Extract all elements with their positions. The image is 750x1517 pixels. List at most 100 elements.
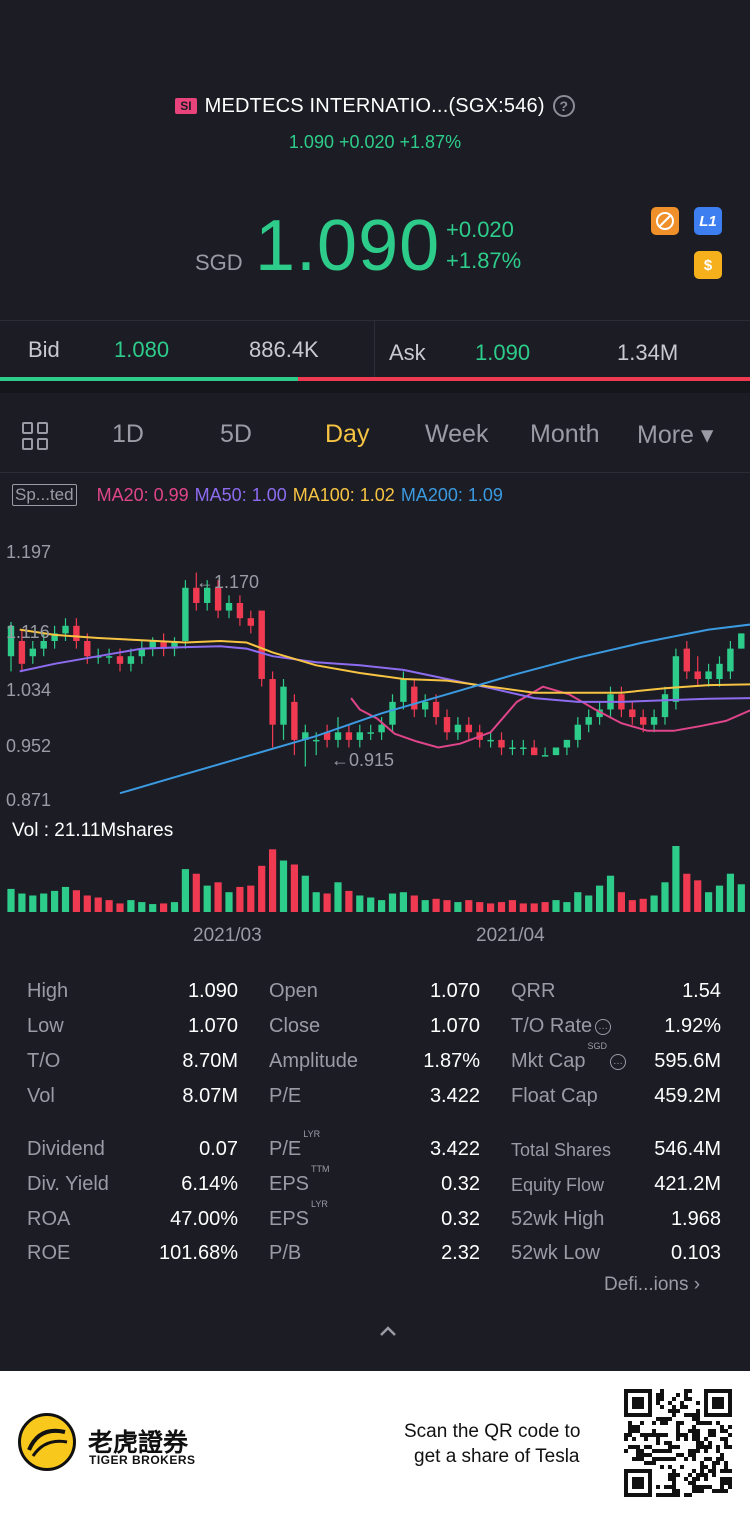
- help-icon[interactable]: ?: [552, 95, 575, 117]
- chevron-up-icon[interactable]: [378, 1322, 398, 1343]
- volume-bar: [497, 902, 506, 912]
- volume-bar: [247, 885, 255, 912]
- candle: [323, 724, 331, 748]
- volume-bar: [225, 892, 233, 912]
- candle-body: [127, 656, 135, 664]
- volume-bar: [454, 902, 462, 912]
- candle: [520, 739, 527, 756]
- candle: [62, 618, 69, 642]
- candle: [302, 724, 309, 767]
- volume-bar: [83, 895, 91, 912]
- bid-volume-bar: [0, 377, 298, 381]
- candle: [411, 679, 418, 718]
- candle-body: [465, 724, 472, 733]
- ma50-line: [19, 645, 750, 703]
- stat-value: 1.070: [187, 1015, 238, 1037]
- stock-title: MEDTECS INTERNATIO...(SGX:546): [204, 94, 545, 117]
- stat-label: ROE: [27, 1242, 71, 1264]
- stat-label: ROA: [27, 1208, 71, 1230]
- candle-body: [498, 739, 505, 748]
- volume-bar: [51, 890, 59, 912]
- volume-bar: [508, 900, 516, 912]
- candle-body: [84, 641, 91, 657]
- stat-label: Dividend: [27, 1138, 105, 1160]
- candle-body: [705, 671, 712, 680]
- volume-bar: [160, 903, 168, 912]
- candle: [705, 663, 712, 687]
- tab-week[interactable]: Week: [425, 420, 489, 448]
- candle-body: [138, 648, 145, 657]
- y-tick-label: 1.197: [6, 542, 51, 562]
- ma100-value: MA100: 1.02: [292, 484, 395, 505]
- dollar-icon[interactable]: $: [694, 251, 722, 279]
- definitions-link[interactable]: Defi...ions ›: [604, 1274, 701, 1295]
- info-icon[interactable]: …: [609, 1053, 626, 1070]
- volume-bar: [530, 903, 538, 912]
- stat-label: Vol: [27, 1085, 55, 1107]
- stat-value: 101.68%: [159, 1242, 238, 1264]
- candle-body: [640, 717, 647, 725]
- volume-bar: [421, 900, 429, 912]
- candle-body: [661, 694, 669, 718]
- stat-value: 1.070: [429, 1015, 480, 1037]
- candle-body: [596, 709, 603, 718]
- candle-body: [73, 625, 80, 642]
- no-short-sell-icon[interactable]: [651, 207, 679, 235]
- candle-body: [171, 641, 178, 649]
- ma-legend: Sp...ted MA20: 0.99 MA50: 1.00 MA100: 1.…: [12, 482, 503, 508]
- volume-label: Vol : 21.11Mshares: [12, 820, 173, 841]
- candle: [574, 717, 581, 748]
- candle-body: [563, 739, 571, 748]
- volume-bar: [127, 900, 135, 912]
- stat-value: 0.103: [670, 1242, 721, 1264]
- candle-body: [487, 739, 494, 742]
- stat-label: Close: [269, 1015, 321, 1037]
- candle: [531, 739, 538, 756]
- y-tick-label: 0.871: [6, 790, 51, 810]
- adjustment-toggle[interactable]: Sp...ted: [12, 484, 77, 506]
- grid-layout-icon[interactable]: [22, 422, 50, 450]
- stat-label: Equity Flow: [511, 1175, 605, 1195]
- candle-body: [574, 724, 581, 740]
- stat-superscript: LYR: [303, 1129, 321, 1140]
- volume-bar: [279, 860, 288, 912]
- tab-day[interactable]: Day: [325, 420, 370, 448]
- tab-more[interactable]: More ▾: [637, 421, 714, 449]
- volume-bar: [94, 897, 102, 912]
- level1-icon[interactable]: L1: [694, 207, 722, 235]
- volume-bar: [290, 864, 298, 912]
- candle: [563, 739, 571, 756]
- candle-body: [323, 732, 331, 740]
- stat-superscript: TTM: [311, 1164, 330, 1175]
- volume-bar: [345, 890, 353, 912]
- tab-1d[interactable]: 1D: [112, 420, 144, 448]
- candle: [585, 709, 592, 733]
- candle: [738, 633, 745, 649]
- stat-label: 52wk Low: [511, 1242, 600, 1264]
- stat-label: P/ELYR: [269, 1129, 321, 1160]
- volume-bar: [203, 885, 211, 912]
- volume-bar: [399, 892, 407, 912]
- info-icon[interactable]: …: [595, 1018, 612, 1035]
- tab-month[interactable]: Month: [530, 420, 600, 448]
- volume-bar: [617, 892, 625, 912]
- ma200-line: [119, 623, 750, 795]
- volume-bar: [683, 873, 691, 912]
- price-chart[interactable]: 1.197 1.116 1.034 0.952 0.871 ←1.170 ←0.…: [0, 520, 750, 960]
- candle-body: [29, 648, 36, 657]
- tab-5d[interactable]: 5D: [220, 420, 252, 448]
- stat-label: High: [27, 980, 69, 1002]
- stat-label: Open: [269, 980, 318, 1002]
- stat-value: 0.07: [199, 1138, 238, 1160]
- stat-value: 47.00%: [170, 1208, 238, 1230]
- volume-bar: [116, 903, 124, 912]
- candle: [247, 610, 254, 634]
- candle-body: [531, 747, 538, 756]
- volume-bar: [334, 882, 342, 912]
- qr-code-icon[interactable]: [624, 1389, 732, 1497]
- volume-bar: [563, 902, 571, 912]
- stat-value: 0.32: [441, 1208, 480, 1230]
- y-tick-label: 0.952: [6, 736, 51, 756]
- volume-bar: [552, 900, 560, 912]
- volume-bar: [61, 886, 70, 912]
